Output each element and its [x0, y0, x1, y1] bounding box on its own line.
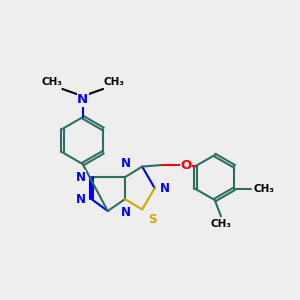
Text: N: N [76, 171, 86, 184]
Text: N: N [121, 157, 130, 170]
Text: CH₃: CH₃ [253, 184, 274, 194]
Text: S: S [148, 213, 156, 226]
Text: N: N [76, 193, 86, 206]
Text: N: N [160, 182, 170, 195]
Text: CH₃: CH₃ [41, 77, 62, 87]
Text: CH₃: CH₃ [211, 219, 232, 229]
Text: O: O [180, 158, 192, 172]
Text: N: N [121, 206, 130, 219]
Text: CH₃: CH₃ [103, 77, 124, 87]
Text: N: N [77, 93, 88, 106]
